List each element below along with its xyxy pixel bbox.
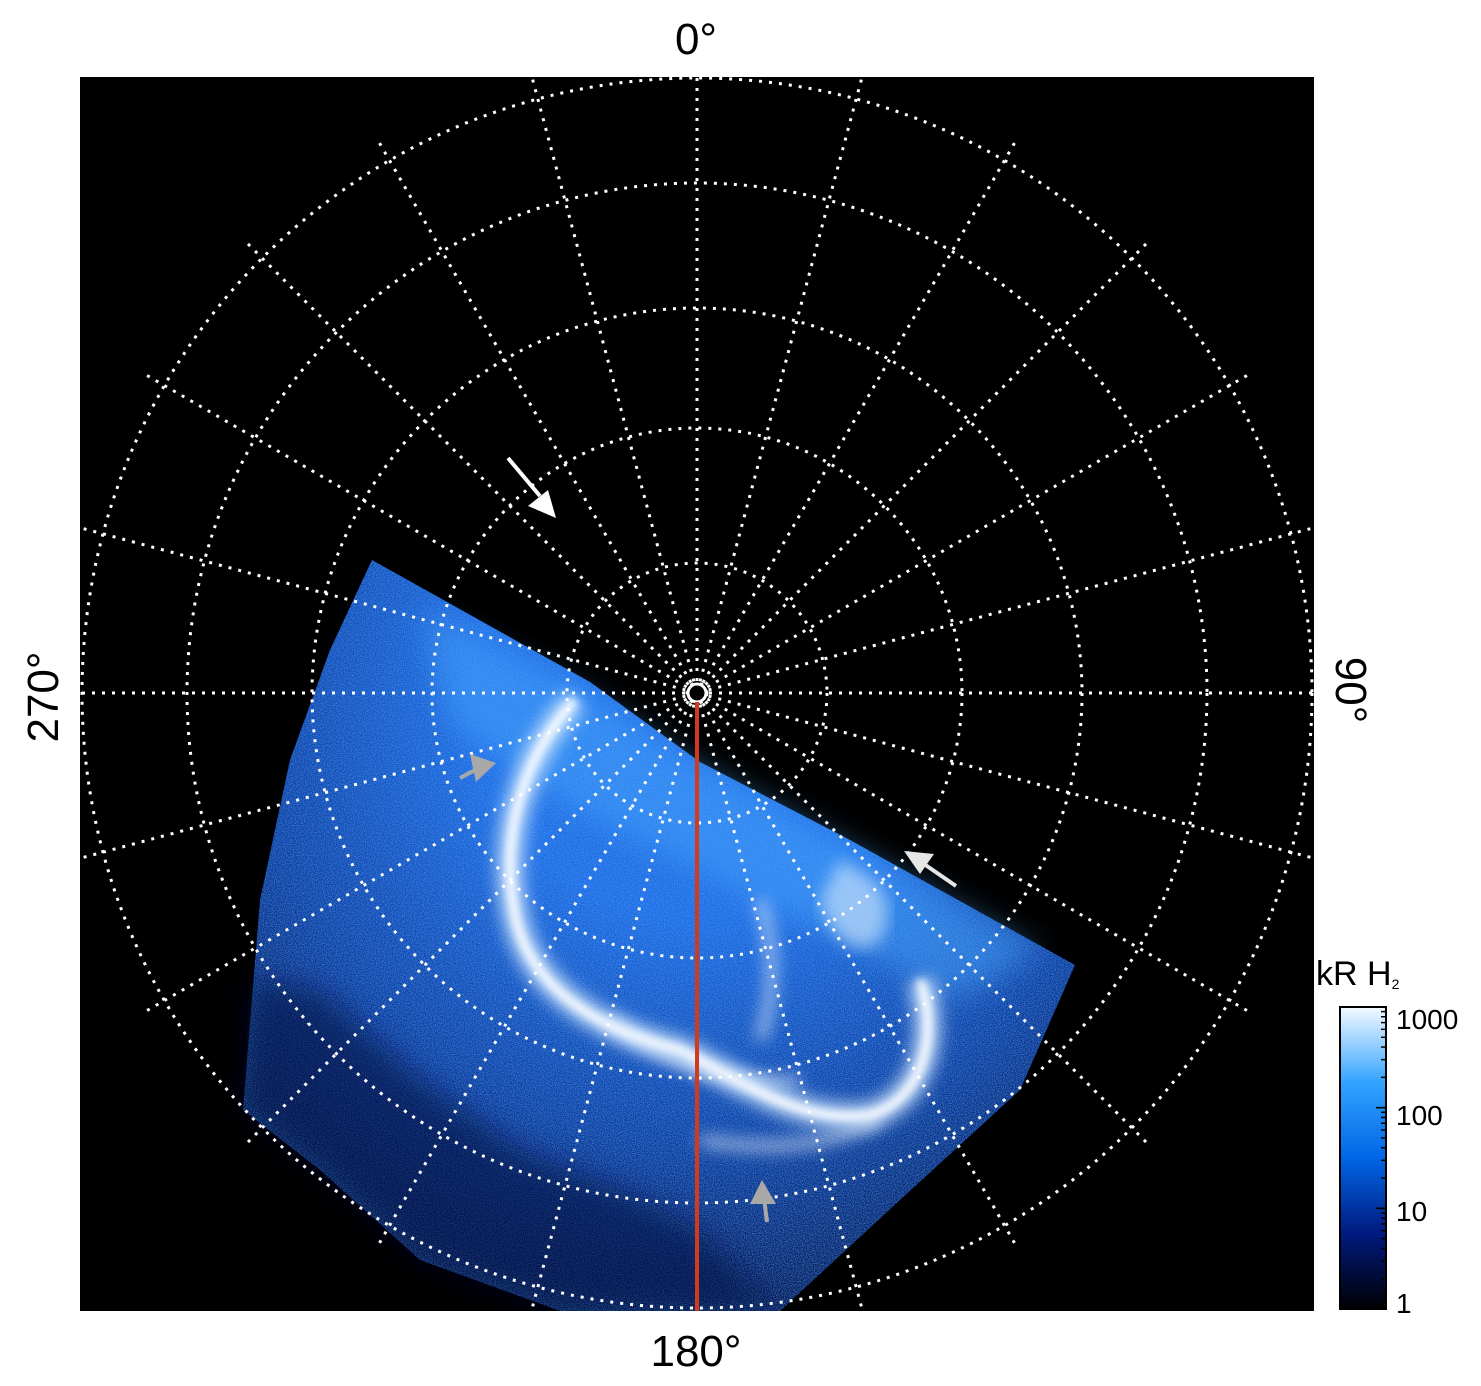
white-arrow-upper-left: [506, 456, 556, 518]
longitude-label-270: 270°: [19, 651, 68, 743]
colorbar-tick-label: 100: [1396, 1100, 1443, 1131]
colorbar-title: kR H2: [1316, 955, 1399, 994]
longitude-label-180: 180°: [650, 1327, 742, 1376]
low-signal-region: [243, 980, 780, 1311]
colorbar-title-text: kR H: [1316, 955, 1392, 993]
latitude-circle: [565, 561, 829, 825]
colorbar-tick-label: 1000: [1396, 1004, 1459, 1035]
secondary-arc: [606, 898, 883, 1151]
colorbar-tick-label: 1: [1396, 1288, 1412, 1319]
colorbar-gradient: [1339, 1006, 1387, 1310]
aurora-emission-region: [243, 560, 1075, 1311]
colorbar: [1339, 1006, 1387, 1310]
colorbar-tick-label: 10: [1396, 1196, 1428, 1227]
bright-patch: [820, 860, 888, 948]
longitude-label-0: 0°: [674, 15, 718, 64]
main-auroral-oval-core: [506, 697, 932, 1121]
white-arrow-right: [904, 851, 958, 888]
colorbar-title-subscript: 2: [1391, 976, 1400, 992]
longitude-label-90: 90°: [1326, 656, 1375, 724]
grey-arrow-left: [459, 754, 496, 782]
grey-arrow-bottom: [750, 1180, 776, 1223]
